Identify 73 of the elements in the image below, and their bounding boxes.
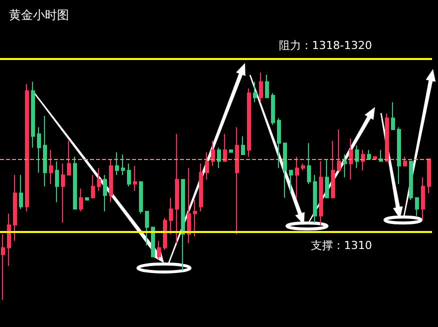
candlestick bbox=[295, 156, 299, 198]
ref-line-label: 阻力：1318-1320 bbox=[279, 39, 372, 52]
candlestick bbox=[337, 128, 341, 171]
candlestick bbox=[145, 210, 149, 246]
candlestick bbox=[133, 165, 137, 192]
candlestick bbox=[289, 170, 293, 194]
candlestick bbox=[325, 158, 329, 198]
candlestick bbox=[31, 81, 35, 148]
candlestick bbox=[187, 168, 191, 244]
candlestick bbox=[211, 140, 215, 166]
candlestick bbox=[355, 144, 359, 169]
candlestick bbox=[109, 158, 113, 203]
candlestick bbox=[259, 72, 263, 103]
candlestick bbox=[223, 134, 227, 162]
candlestick bbox=[121, 154, 125, 176]
candlestick bbox=[151, 226, 155, 258]
candlestick bbox=[85, 197, 89, 200]
candlestick bbox=[283, 142, 287, 198]
candlestick bbox=[391, 102, 395, 130]
ref-line-label: 支撑：1310 bbox=[311, 238, 372, 252]
candlestick bbox=[229, 149, 233, 153]
candlestick bbox=[169, 197, 173, 235]
candlestick bbox=[361, 149, 365, 171]
candlestick bbox=[331, 140, 335, 198]
candlestick bbox=[1, 234, 5, 300]
candlestick bbox=[343, 154, 347, 178]
candlestick bbox=[49, 149, 53, 185]
candlestick bbox=[7, 213, 11, 266]
candlestick bbox=[103, 174, 107, 212]
candlestick bbox=[349, 138, 353, 180]
candlestick bbox=[97, 168, 101, 192]
candlestick bbox=[367, 149, 371, 160]
candlestick bbox=[301, 163, 305, 171]
chart-title: 黄金小时图 bbox=[9, 8, 69, 22]
candlestick bbox=[139, 181, 143, 214]
candlestick bbox=[385, 113, 389, 162]
candlestick bbox=[67, 140, 71, 176]
candlestick bbox=[277, 118, 281, 169]
candlestick bbox=[247, 88, 251, 158]
candlestick bbox=[181, 179, 185, 271]
candlestick bbox=[43, 115, 47, 187]
candlestick bbox=[19, 174, 23, 210]
candlestick bbox=[403, 156, 407, 166]
candlestick bbox=[217, 147, 221, 169]
candlestick bbox=[25, 84, 29, 212]
candlestick bbox=[175, 134, 179, 244]
candlestick bbox=[193, 199, 197, 237]
candlestick bbox=[91, 174, 95, 198]
candlestick bbox=[253, 81, 257, 103]
candlestick bbox=[199, 163, 203, 212]
candlestick bbox=[205, 152, 209, 180]
candlestick bbox=[265, 74, 269, 98]
candlestick bbox=[127, 163, 131, 187]
candlestick bbox=[421, 176, 425, 221]
candlestick bbox=[427, 158, 431, 194]
candlestick bbox=[55, 160, 59, 203]
candlestick bbox=[307, 142, 311, 185]
candlestick bbox=[37, 126, 41, 174]
candlestick bbox=[313, 174, 317, 224]
candlestick bbox=[409, 160, 413, 200]
candlestick bbox=[415, 197, 419, 216]
candlestick bbox=[397, 126, 401, 185]
candlestick bbox=[271, 92, 275, 126]
candlestick bbox=[115, 152, 119, 176]
candlestick bbox=[157, 240, 161, 260]
candlestick bbox=[163, 218, 167, 250]
candlestick bbox=[13, 174, 17, 242]
candlestick bbox=[73, 156, 77, 210]
candlestick bbox=[79, 188, 83, 212]
candlestick bbox=[61, 163, 65, 224]
candlestick bbox=[241, 136, 245, 155]
candlestick bbox=[235, 126, 239, 235]
candlestick bbox=[319, 160, 323, 226]
